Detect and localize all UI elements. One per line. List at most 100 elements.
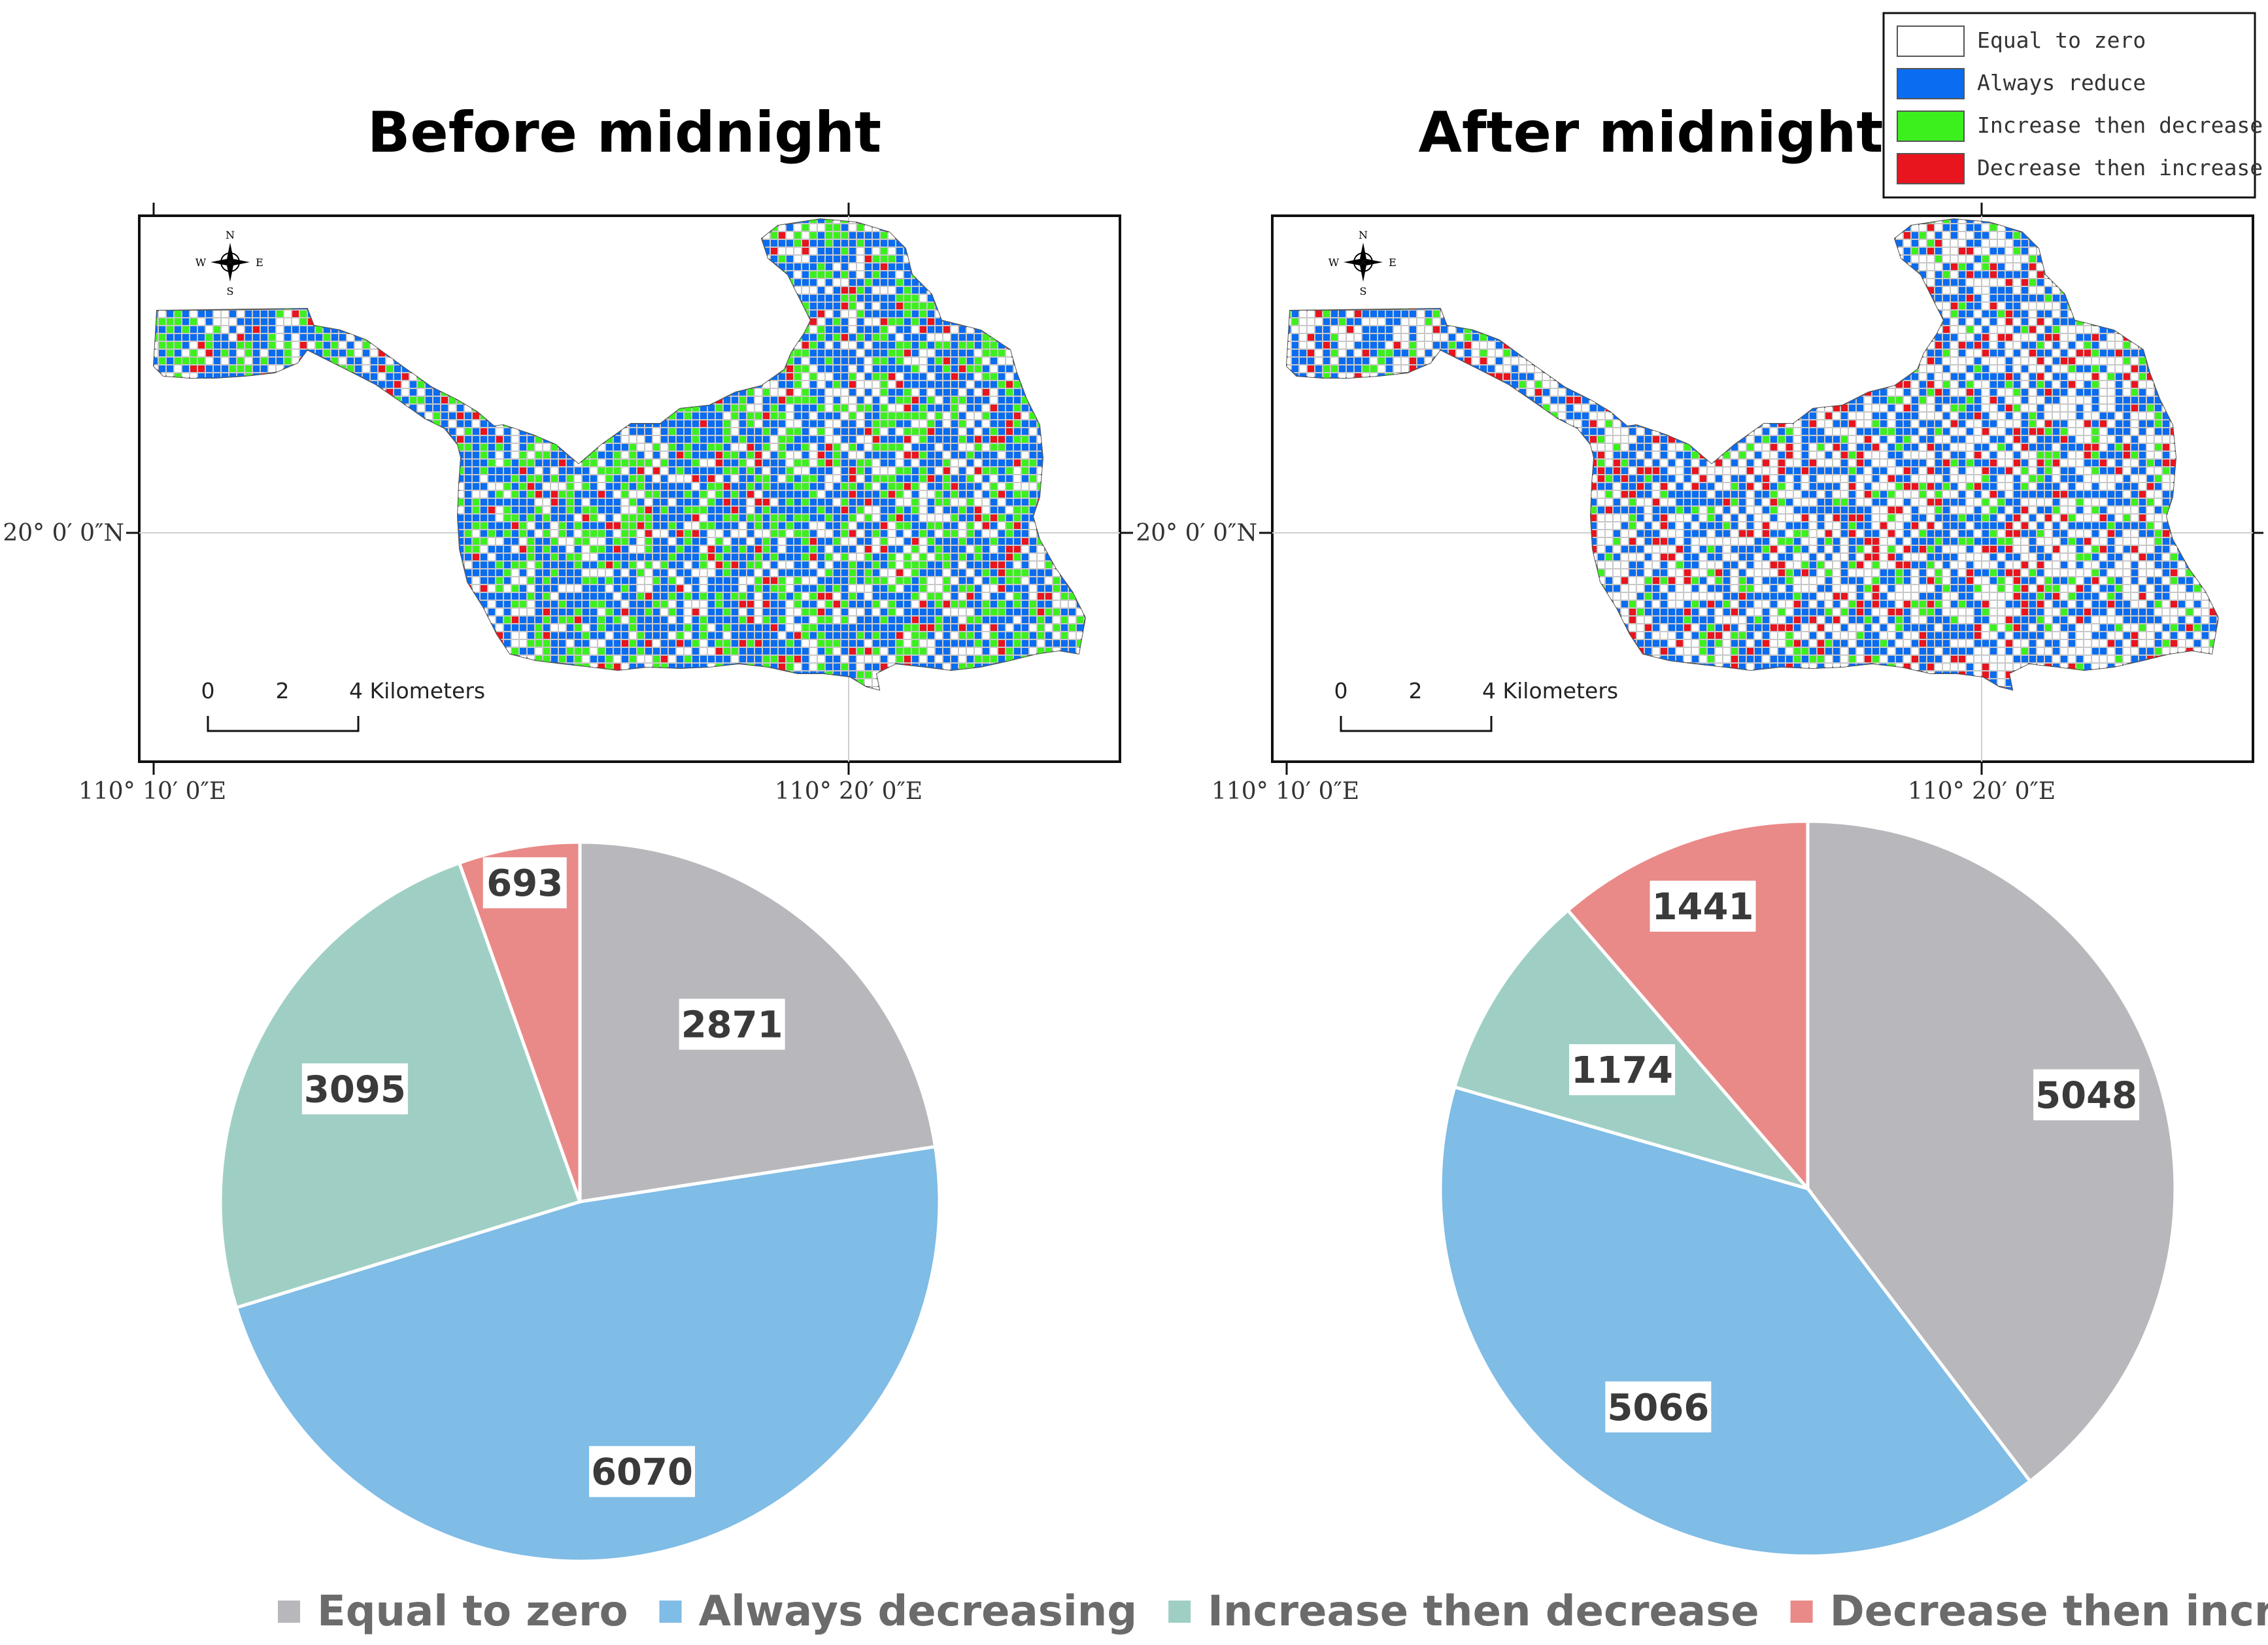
grid-cell bbox=[520, 452, 526, 458]
grid-cell bbox=[175, 350, 181, 356]
grid-cell bbox=[928, 295, 934, 301]
grid-cell bbox=[834, 460, 840, 466]
grid-cell bbox=[724, 405, 730, 411]
grid-cell bbox=[661, 530, 668, 537]
grid-cell bbox=[889, 483, 895, 490]
grid-cell bbox=[543, 522, 550, 529]
grid-cell bbox=[818, 397, 824, 403]
grid-cell bbox=[504, 460, 511, 466]
grid-cell bbox=[841, 303, 848, 309]
grid-cell bbox=[645, 507, 652, 513]
grid-cell bbox=[802, 413, 809, 419]
grid-cell bbox=[512, 507, 518, 513]
grid-cell bbox=[1014, 507, 1021, 513]
grid-cell bbox=[653, 530, 660, 537]
grid-cell bbox=[583, 530, 589, 537]
grid-cell bbox=[379, 381, 385, 388]
grid-cell bbox=[1006, 436, 1013, 443]
grid-cell bbox=[889, 522, 895, 529]
grid-cell bbox=[857, 311, 864, 317]
grid-cell bbox=[881, 365, 887, 372]
grid-cell bbox=[943, 405, 950, 411]
grid-cell bbox=[1030, 460, 1036, 466]
grid-cell bbox=[567, 483, 573, 490]
grid-cell bbox=[551, 530, 558, 537]
grid-cell bbox=[190, 358, 197, 364]
grid-cell bbox=[159, 318, 165, 325]
grid-cell bbox=[214, 373, 220, 380]
grid-cell bbox=[834, 342, 840, 348]
grid-cell bbox=[826, 350, 832, 356]
grid-cell bbox=[810, 428, 817, 435]
grid-cell bbox=[457, 483, 464, 490]
grid-cell bbox=[622, 522, 628, 529]
grid-cell bbox=[677, 413, 683, 419]
grid-cell bbox=[865, 287, 872, 294]
grid-cell bbox=[394, 365, 401, 372]
grid-cell bbox=[951, 467, 958, 474]
grid-cell bbox=[724, 530, 730, 537]
grid-cell bbox=[920, 334, 926, 341]
grid-cell bbox=[1022, 444, 1028, 450]
grid-cell bbox=[528, 475, 534, 482]
grid-cell bbox=[214, 365, 220, 372]
grid-cell bbox=[551, 444, 558, 450]
grid-cell bbox=[324, 342, 330, 348]
grid-cell bbox=[928, 334, 934, 341]
grid-cell bbox=[787, 224, 793, 231]
grid-cell bbox=[826, 522, 832, 529]
grid-cell bbox=[794, 530, 801, 537]
grid-cell bbox=[904, 522, 911, 529]
grid-cell bbox=[818, 303, 824, 309]
grid-cell bbox=[983, 373, 989, 380]
grid-cell bbox=[739, 405, 746, 411]
grid-cell bbox=[637, 452, 644, 458]
grid-cell bbox=[826, 326, 832, 333]
grid-cell bbox=[481, 538, 487, 545]
grid-cell bbox=[810, 491, 817, 498]
grid-cell bbox=[889, 389, 895, 396]
grid-cell bbox=[881, 405, 887, 411]
grid-cell bbox=[826, 248, 832, 254]
grid-cell bbox=[943, 334, 950, 341]
grid-cell bbox=[771, 460, 777, 466]
grid-cell bbox=[959, 507, 966, 513]
grid-cell bbox=[904, 515, 911, 521]
grid-cell bbox=[473, 491, 479, 498]
grid-cell bbox=[818, 334, 824, 341]
grid-cell bbox=[920, 467, 926, 474]
grid-cell bbox=[802, 444, 809, 450]
grid-cell bbox=[889, 413, 895, 419]
grid-cell bbox=[802, 483, 809, 490]
grid-cell bbox=[732, 515, 738, 521]
grid-cell bbox=[653, 444, 660, 450]
grid-cell bbox=[881, 389, 887, 396]
grid-cell bbox=[857, 444, 864, 450]
grid-cell bbox=[700, 530, 707, 537]
grid-cell bbox=[826, 436, 832, 443]
grid-cell bbox=[583, 475, 589, 482]
grid-cell bbox=[567, 522, 573, 529]
grid-cell bbox=[418, 389, 424, 396]
grid-cell bbox=[943, 381, 950, 388]
grid-cell bbox=[590, 499, 597, 505]
grid-cell bbox=[747, 507, 754, 513]
grid-cell bbox=[708, 452, 715, 458]
grid-cell bbox=[331, 358, 338, 364]
grid-cell bbox=[857, 483, 864, 490]
grid-cell bbox=[575, 538, 581, 545]
grid-cell bbox=[308, 342, 314, 348]
grid-cell bbox=[873, 318, 879, 325]
grid-cell bbox=[928, 326, 934, 333]
grid-cell bbox=[261, 334, 267, 341]
grid-cell bbox=[661, 467, 668, 474]
grid-cell bbox=[920, 311, 926, 317]
grid-cell bbox=[896, 311, 903, 317]
grid-cell bbox=[865, 436, 872, 443]
grid-cell bbox=[167, 342, 173, 348]
grid-cell bbox=[818, 240, 824, 246]
grid-cell bbox=[826, 530, 832, 537]
grid-cell bbox=[889, 232, 895, 239]
grid-cell bbox=[826, 491, 832, 498]
grid-cell bbox=[551, 499, 558, 505]
